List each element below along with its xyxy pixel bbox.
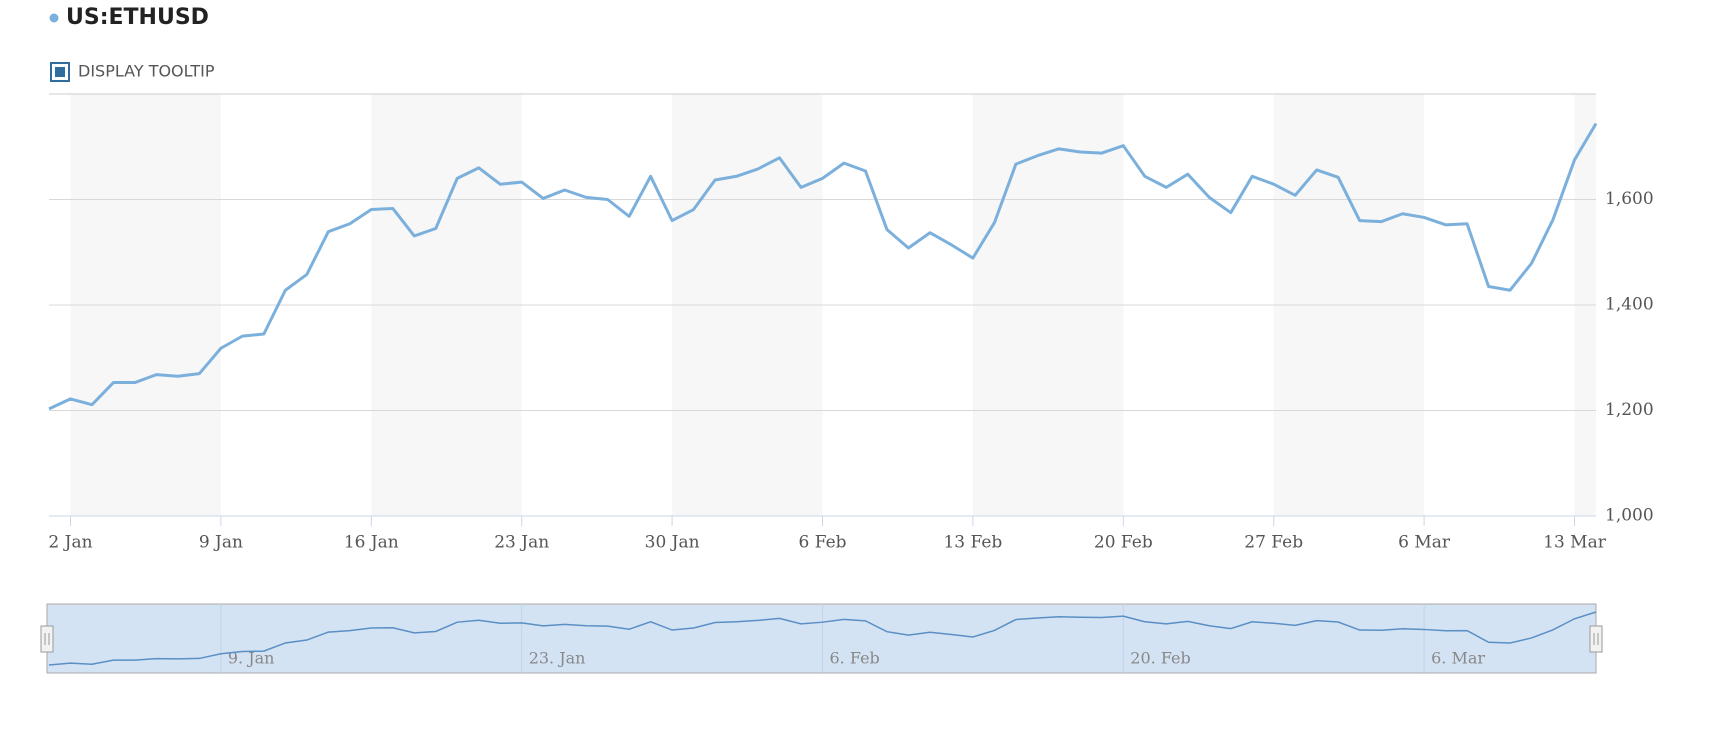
- x-tick-label: 23 Jan: [494, 533, 549, 553]
- x-tick-label: 13 Mar: [1543, 533, 1607, 553]
- navigator-label: 6. Mar: [1431, 649, 1485, 668]
- x-tick-label: 6 Feb: [798, 533, 846, 553]
- navigator-label: 6. Feb: [830, 649, 880, 668]
- checkbox-mark: [55, 67, 65, 77]
- x-tick-label: 6 Mar: [1398, 533, 1451, 553]
- legend-label: US:ETHUSD: [66, 5, 209, 30]
- x-tick-label: 20 Feb: [1094, 533, 1153, 553]
- x-tick-label: 27 Feb: [1244, 533, 1303, 553]
- handle[interactable]: [40, 625, 54, 653]
- y-tick-label: 1,400: [1605, 295, 1654, 315]
- tooltip-toggle[interactable]: DISPLAY TOOLTIP: [50, 62, 215, 82]
- navigator-label: 20. Feb: [1130, 649, 1190, 668]
- x-tick-label: 16 Jan: [344, 533, 399, 553]
- navigator-handle[interactable]: [40, 625, 54, 653]
- legend-marker: [49, 13, 59, 23]
- checkbox-label[interactable]: DISPLAY TOOLTIP: [78, 62, 215, 81]
- navigator-line: [48, 611, 1597, 666]
- handle[interactable]: [1589, 625, 1603, 653]
- navigator-label: 9. Jan: [228, 649, 275, 668]
- price-line: [48, 122, 1598, 411]
- x-tick-label: 9 Jan: [199, 533, 243, 553]
- navigator-bg: [46, 603, 1597, 674]
- y-tick-label: 1,200: [1605, 400, 1654, 420]
- x-tick-label: 2 Jan: [48, 533, 92, 553]
- y-tick-label: 1,600: [1605, 189, 1654, 209]
- x-tick-label: 30 Jan: [645, 533, 700, 553]
- navigator-handle[interactable]: [1589, 625, 1603, 653]
- x-tick-label: 13 Feb: [943, 533, 1002, 553]
- y-tick-label: 1,000: [1605, 506, 1654, 526]
- navigator-label: 23. Jan: [529, 649, 586, 668]
